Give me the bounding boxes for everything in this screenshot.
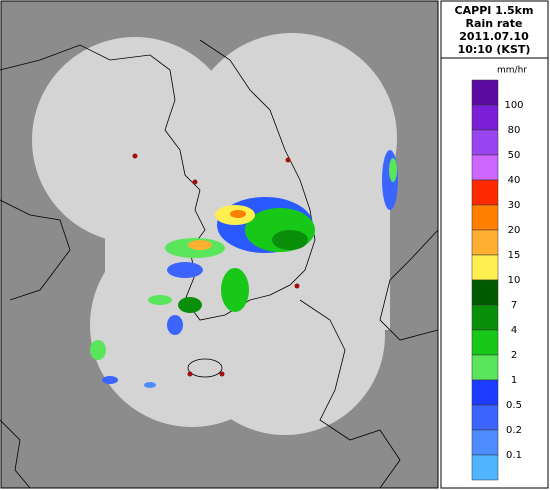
radar-sites xyxy=(132,153,300,377)
radar-coverage xyxy=(32,33,397,435)
color-box xyxy=(471,379,499,406)
color-box xyxy=(471,154,499,181)
scale-label: 15 xyxy=(508,250,521,261)
scale-label: 1 xyxy=(511,375,517,386)
scale-label: 20 xyxy=(508,225,521,236)
color-box xyxy=(471,129,499,156)
scale-label: 7 xyxy=(511,300,517,311)
color-box xyxy=(471,429,499,456)
scale-label: 4 xyxy=(511,325,517,336)
date: 2011.07.10 xyxy=(459,30,529,43)
color-box xyxy=(471,354,499,381)
color-box xyxy=(471,254,499,281)
color-scale: 100 80 50 40 30 20 15 10 7 4 2 1 0.5 0.2 0.1 xyxy=(471,79,524,481)
product-name: CAPPI 1.5km xyxy=(455,4,534,17)
scale-label: 80 xyxy=(508,125,521,136)
color-box xyxy=(471,279,499,306)
color-box xyxy=(471,454,499,481)
precipitation xyxy=(90,150,398,388)
time: 10:10 (KST) xyxy=(458,43,531,56)
scale-label: 50 xyxy=(508,150,521,161)
scale-label: 0.1 xyxy=(506,450,522,461)
color-box xyxy=(471,179,499,206)
scale-label: 40 xyxy=(508,175,521,186)
scale-label: 30 xyxy=(508,200,521,211)
quantity-name: Rain rate xyxy=(466,17,523,30)
scale-label: 100 xyxy=(504,100,523,111)
scale-label: 10 xyxy=(508,275,521,286)
color-box xyxy=(471,329,499,356)
color-box xyxy=(471,304,499,331)
scale-label: 0.2 xyxy=(506,425,522,436)
color-box xyxy=(471,79,499,106)
legend-unit: mm/hr xyxy=(497,66,527,76)
scale-label: 2 xyxy=(511,350,517,361)
color-box xyxy=(471,404,499,431)
color-box xyxy=(471,229,499,256)
scale-label: 0.5 xyxy=(506,400,522,411)
color-box xyxy=(471,104,499,131)
color-box xyxy=(471,204,499,231)
coastlines xyxy=(0,39,439,489)
